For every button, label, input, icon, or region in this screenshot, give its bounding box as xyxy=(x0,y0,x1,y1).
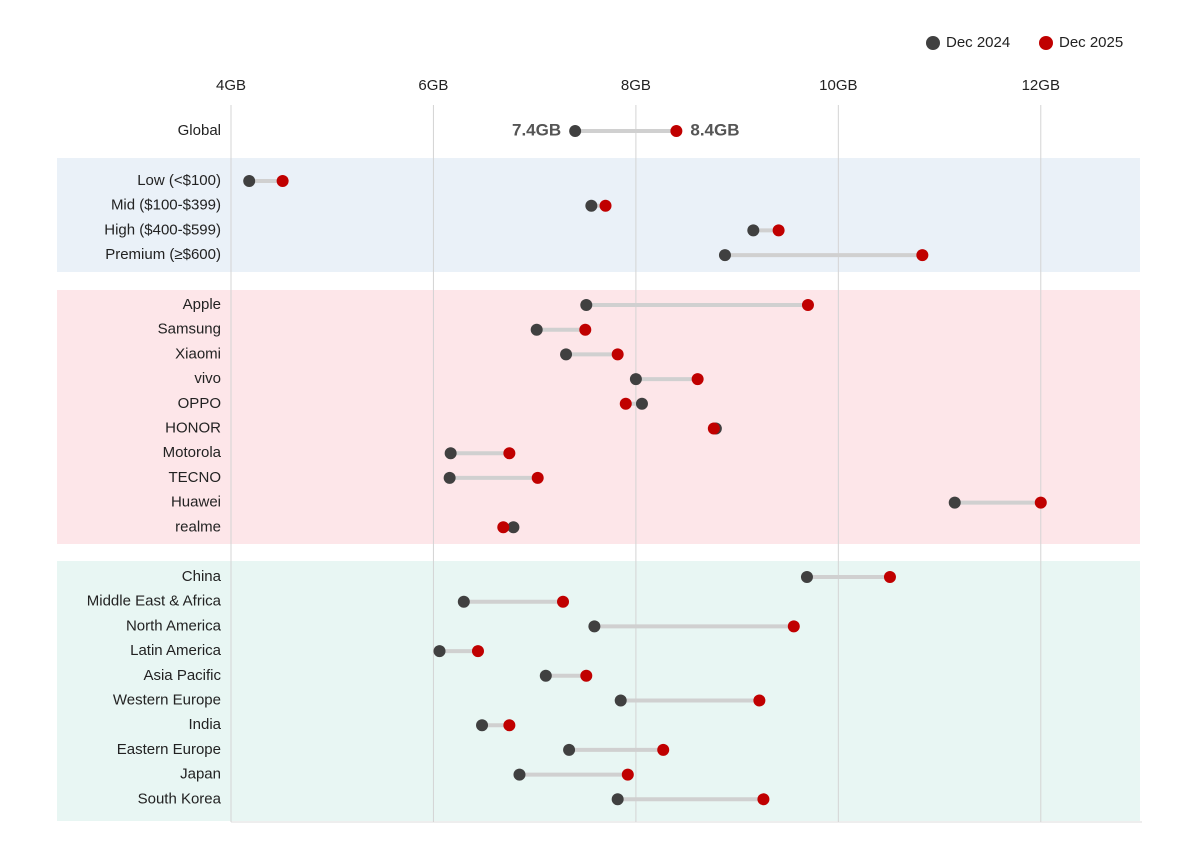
band xyxy=(57,158,1140,272)
dot xyxy=(580,299,593,311)
dot xyxy=(585,199,598,212)
dot xyxy=(772,224,785,237)
dot xyxy=(563,743,576,756)
dot xyxy=(503,447,516,460)
legend-marker xyxy=(926,36,940,50)
dot xyxy=(530,323,543,336)
dot xyxy=(443,471,456,484)
dot xyxy=(569,125,582,137)
x-tick-label: 4GB xyxy=(216,77,246,94)
value-label: 8.4GB xyxy=(690,120,739,139)
row-label: High ($400-$599) xyxy=(104,221,221,238)
dot xyxy=(497,521,510,534)
row-label: Japan xyxy=(180,766,221,783)
dot xyxy=(457,595,470,608)
x-tick-label: 6GB xyxy=(418,77,448,94)
dot xyxy=(800,571,813,583)
dot xyxy=(635,397,648,410)
row-label: North America xyxy=(126,617,222,634)
dot xyxy=(657,743,670,756)
row-label: vivo xyxy=(194,370,221,387)
dot xyxy=(560,348,573,361)
dot xyxy=(948,496,961,509)
dot xyxy=(619,397,632,410)
row-label: Mid ($100-$399) xyxy=(111,197,221,214)
dot xyxy=(503,719,516,732)
row-label: Huawei xyxy=(171,494,221,511)
dot xyxy=(433,645,446,658)
row-label: Eastern Europe xyxy=(117,741,221,758)
row-label: Middle East & Africa xyxy=(87,593,222,610)
x-tick-label: 12GB xyxy=(1022,77,1060,94)
dot xyxy=(707,422,720,435)
dot xyxy=(471,645,484,658)
dot xyxy=(539,669,552,682)
row-label: Motorola xyxy=(163,444,222,461)
dot xyxy=(614,694,627,707)
dot xyxy=(670,125,683,137)
row-label: TECNO xyxy=(169,469,222,486)
row-label: OPPO xyxy=(178,395,221,412)
legend-label: Dec 2024 xyxy=(946,34,1010,51)
row-label: India xyxy=(188,716,221,733)
row-label: Latin America xyxy=(130,642,222,659)
dot xyxy=(444,447,457,460)
dot xyxy=(476,719,489,732)
dot xyxy=(580,669,593,682)
dot xyxy=(883,571,896,583)
row-label: Xiaomi xyxy=(175,345,221,362)
x-tick-label: 10GB xyxy=(819,77,857,94)
dot xyxy=(531,471,544,484)
row-label: Global xyxy=(178,122,221,139)
legend-marker xyxy=(1039,36,1053,50)
row-label: Western Europe xyxy=(113,691,221,708)
dot xyxy=(611,348,624,361)
dot xyxy=(629,373,642,386)
row-label: Low (<$100) xyxy=(137,172,221,189)
dot xyxy=(787,620,800,633)
row-label: South Korea xyxy=(138,790,222,807)
dot xyxy=(507,521,520,534)
dot xyxy=(557,595,570,608)
dot xyxy=(579,323,592,336)
x-tick-label: 8GB xyxy=(621,77,651,94)
dot xyxy=(691,373,704,386)
dot xyxy=(916,249,929,262)
row-label: Apple xyxy=(183,296,221,313)
dot xyxy=(718,249,731,262)
dot xyxy=(611,793,624,806)
dot xyxy=(243,175,256,187)
row-label: Asia Pacific xyxy=(143,667,221,684)
row-label: HONOR xyxy=(165,419,221,436)
dot xyxy=(621,768,634,781)
dot xyxy=(753,694,766,707)
row-label: Samsung xyxy=(158,321,221,338)
dot xyxy=(757,793,770,806)
legend-label: Dec 2025 xyxy=(1059,34,1123,51)
dot xyxy=(599,199,612,212)
dot xyxy=(1034,496,1047,509)
dot xyxy=(513,768,526,781)
value-label: 7.4GB xyxy=(512,120,561,139)
band xyxy=(57,561,1140,821)
dot xyxy=(747,224,760,237)
row-label: Premium (≥$600) xyxy=(105,246,221,263)
dot xyxy=(276,175,289,187)
dot xyxy=(588,620,601,633)
row-label: realme xyxy=(175,518,221,535)
dot xyxy=(801,299,814,311)
row-label: China xyxy=(182,568,222,585)
